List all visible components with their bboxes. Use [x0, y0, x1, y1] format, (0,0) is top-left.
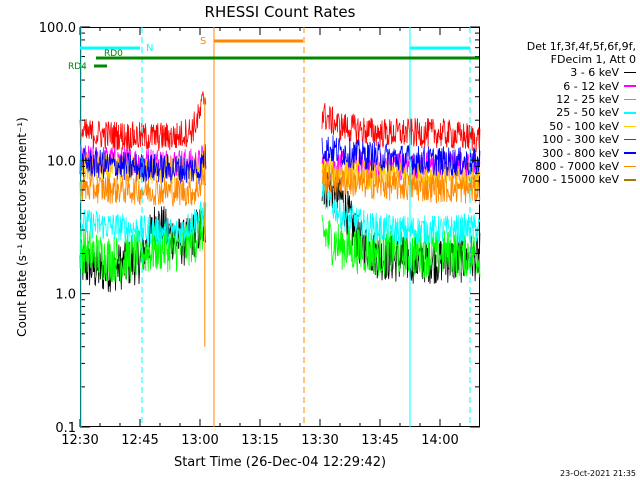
legend-swatch-1 [624, 85, 636, 87]
y-tick-label-3: 100.0 [39, 21, 76, 36]
x-axis-label: Start Time (26-Dec-04 12:29:42) [174, 455, 386, 470]
series-line-3 [80, 177, 481, 247]
legend-swatch-8 [624, 179, 636, 181]
legend-entry-1: 6 - 12 keV [482, 79, 636, 93]
legend-label-6: 300 - 800 keV [542, 146, 619, 160]
legend-entry-5: 100 - 300 keV [482, 133, 636, 146]
legend-label-3: 25 - 50 keV [556, 106, 619, 120]
series-line-5 [79, 91, 481, 153]
legend-swatch-6 [624, 152, 636, 154]
legend-label-0: 3 - 6 keV [570, 66, 619, 80]
legend-entry-0: 3 - 6 keV [482, 66, 636, 79]
chart-title: RHESSI Count Rates [205, 3, 356, 21]
legend-label-1: 6 - 12 keV [563, 79, 619, 93]
legend-label-2: 12 - 25 keV [556, 92, 619, 106]
legend-swatch-2 [624, 98, 636, 101]
x-tick-label-1: 12:45 [121, 433, 158, 448]
legend-swatch-7 [624, 165, 636, 168]
y-axis-label: Count Rate (s⁻¹ detector segment⁻¹) [15, 117, 29, 337]
legend-header-decimation: FDecim 1, Att 0 [550, 53, 636, 66]
y-tick-label-0: 0.1 [55, 421, 76, 436]
y-tick-label-2: 10.0 [47, 154, 76, 169]
y-tick-label-1: 1.0 [55, 288, 76, 303]
x-tick-label-6: 14:00 [421, 433, 458, 448]
legend-entry-6: 300 - 800 keV [482, 146, 636, 160]
legend-entry-3: 25 - 50 keV [482, 106, 636, 119]
legend-label-8: 7000 - 15000 keV [521, 173, 619, 187]
series-line-7 [79, 164, 481, 208]
x-tick-label-2: 13:00 [181, 433, 218, 448]
legend-swatch-3 [624, 112, 636, 114]
legend-entry-4: 50 - 100 keV [482, 120, 636, 133]
mode-label-rd0: RD0 [104, 49, 123, 59]
x-tick-label-5: 13:45 [361, 433, 398, 448]
x-tick-label-4: 13:30 [301, 433, 338, 448]
timestamp: 23-Oct-2021 21:35 [560, 469, 636, 478]
legend-label-4: 50 - 100 keV [549, 119, 619, 133]
annotation-layer: N S RD0 RD4 [68, 27, 479, 427]
night-label: N [146, 43, 153, 54]
legend-entry-2: 12 - 25 keV [482, 93, 636, 106]
series-line-6 [79, 135, 481, 185]
legend-swatch-5 [624, 138, 636, 141]
legend-entry-8: 7000 - 15000 keV [482, 173, 636, 186]
legend: Det 1f,3f,4f,5f,6f,9f, FDecim 1, Att 0 3… [482, 40, 636, 187]
legend-label-5: 100 - 300 keV [542, 133, 619, 147]
x-tick-label-0: 12:30 [61, 433, 98, 448]
x-tick-label-3: 13:15 [241, 433, 278, 448]
legend-header-detectors: Det 1f,3f,4f,5f,6f,9f, [526, 40, 636, 53]
legend-label-7: 800 - 7000 keV [535, 159, 619, 173]
legend-entry-7: 800 - 7000 keV [482, 160, 636, 173]
axis-layer: 12:30 12:45 13:00 13:15 13:30 13:45 14:00 0.1 1.… [39, 21, 480, 448]
attenuator-label: S [200, 36, 206, 47]
legend-swatch-4 [624, 125, 636, 127]
legend-swatch-0 [624, 71, 636, 74]
mode-label-rd4: RD4 [68, 62, 87, 72]
series-layer [79, 91, 481, 293]
